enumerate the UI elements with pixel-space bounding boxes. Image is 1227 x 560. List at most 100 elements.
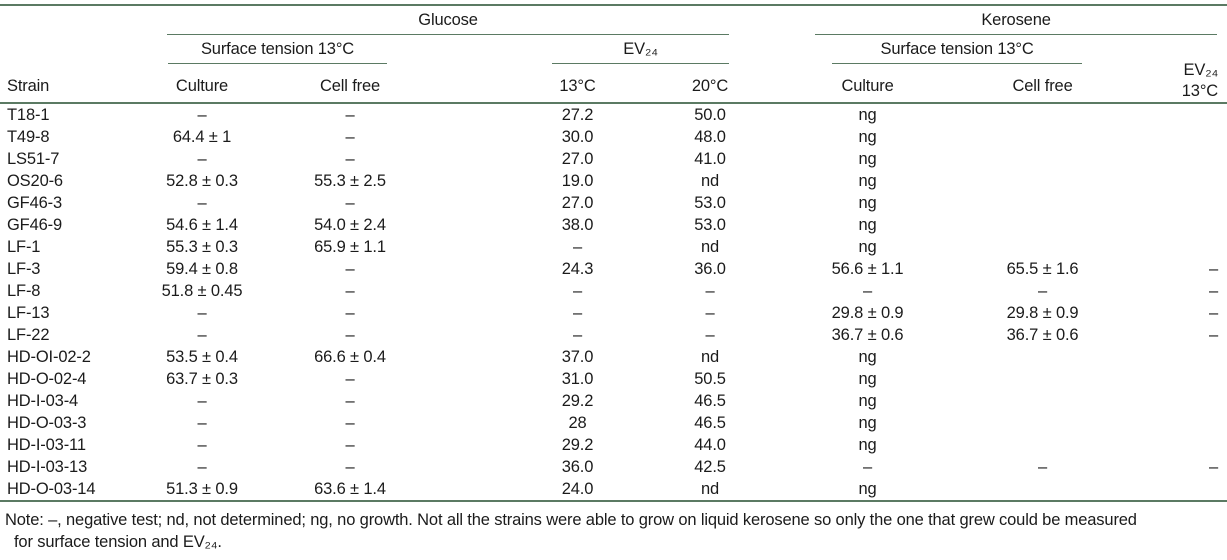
cell-glucose_ev24_13c: 37.0 [561,348,594,366]
cell-glucose_cell_free: 65.9 ± 1.1 [314,238,386,256]
cell-strain: LF-22 [7,326,50,344]
cell-strain: GF46-3 [7,194,63,212]
cell-kerosene_culture: ng [858,128,877,146]
cell-glucose_cell_free: – [345,370,355,388]
cell-strain: OS20-6 [7,172,63,190]
kerosene-surface-tension-label: Surface tension 13°C [832,39,1083,64]
table-header: Glucose Kerosene Surface tension 13°C EV… [0,5,1227,104]
cell-kerosene_culture: ng [858,414,877,432]
cell-glucose_ev24_13c: 24.0 [450,478,645,502]
cell-kerosene_cell_free: 29.8 ± 0.9 [1006,304,1079,322]
cell-kerosene_cell_free [935,103,1095,126]
glucose-surface-tension-label: Surface tension 13°C [168,39,387,64]
table-row: GF46-9 54.6 ± 1.4 54.0 ± 2.4 38.0 53.0 ng [0,214,1227,236]
cell-glucose_ev24_13c: 24.3 [561,260,594,278]
cell-glucose_ev24_20c: 46.5 [694,392,726,410]
table-row: HD-I-03-4 – – 29.2 46.5 ng [0,390,1227,412]
cell-glucose_ev24_20c: 48.0 [694,128,726,146]
cell-strain: LF-3 [7,260,41,278]
cell-strain: LF-13 [7,304,50,322]
table-body: T18-1 – – 27.2 50.0 ng T49-8 64.4 ± 1 – 30.0 48.0 n… [0,103,1227,502]
table-row: LF-3 59.4 ± 0.8 – 24.3 36.0 56.6 ± 1.1 65.5 ± … [0,258,1227,280]
column-header-glucose-culture: Culture [150,64,270,104]
cell-kerosene_ev24_13c: – [1209,260,1219,278]
group-header-row: Glucose Kerosene [0,5,1227,35]
cell-strain: HD-O-02-4 [7,370,87,388]
cell-kerosene_culture: ng [858,106,877,124]
cell-glucose_cell_free: – [345,326,355,344]
subgroup-kerosene-surface-tension: Surface tension 13°C [745,35,1095,64]
cell-kerosene_culture: 29.8 ± 0.9 [831,304,904,322]
cell-glucose_culture: – [197,414,207,432]
cell-kerosene_cell_free [935,214,1095,236]
table-row: HD-O-03-3 – – 28 46.5 ng [0,412,1227,434]
cell-glucose_cell_free: – [345,392,355,410]
cell-glucose_ev24_13c: 29.2 [561,392,594,410]
cell-kerosene_cell_free: 65.5 ± 1.6 [1006,260,1079,278]
cell-glucose_ev24_20c: nd [645,478,746,502]
table-row: LF-1 55.3 ± 0.3 65.9 ± 1.1 – nd ng [0,236,1227,258]
cell-glucose_ev24_20c: 53.0 [694,194,726,212]
cell-glucose_cell_free: – [345,128,355,146]
cell-kerosene_culture: – [863,458,873,476]
header-spacer [0,35,150,64]
cell-kerosene_culture: ng [858,436,877,454]
cell-glucose_cell_free: – [345,458,355,476]
cell-glucose_ev24_13c: 38.0 [561,216,594,234]
cell-kerosene_ev24_13c [1095,412,1227,434]
cell-kerosene_culture: ng [858,172,877,190]
cell-kerosene_ev24_13c [1095,170,1227,192]
cell-glucose_culture: – [197,458,207,476]
cell-glucose_culture: 55.3 ± 0.3 [166,238,238,256]
cell-glucose_ev24_13c: 27.2 [561,106,594,124]
cell-kerosene_cell_free [935,346,1095,368]
cell-kerosene_cell_free: – [1038,458,1048,476]
table-row: OS20-6 52.8 ± 0.3 55.3 ± 2.5 19.0 nd ng [0,170,1227,192]
cell-glucose_culture: 52.8 ± 0.3 [166,172,238,190]
cell-strain: HD-O-03-3 [7,414,87,432]
group-header-kerosene: Kerosene [745,5,1227,35]
cell-glucose_cell_free: 54.0 ± 2.4 [314,216,386,234]
note-line-1: Note: –, negative test; nd, not determin… [5,511,1137,529]
kerosene-group-label: Kerosene [815,10,1218,35]
cell-glucose_culture: 51.8 ± 0.45 [161,282,243,300]
cell-glucose_ev24_20c: 46.5 [694,414,726,432]
cell-kerosene_culture: – [863,282,873,300]
cell-kerosene_ev24_13c [1095,126,1227,148]
cell-glucose_cell_free: – [345,150,355,168]
cell-kerosene_ev24_13c [1095,148,1227,170]
cell-glucose_ev24_20c: 44.0 [694,436,726,454]
cell-glucose_ev24_20c: 50.0 [694,106,726,124]
cell-kerosene_ev24_13c [1095,434,1227,456]
cell-glucose_cell_free: – [345,260,355,278]
table-row: T18-1 – – 27.2 50.0 ng [0,103,1227,126]
cell-glucose_cell_free: 66.6 ± 0.4 [314,348,386,366]
cell-kerosene_ev24_13c [1095,192,1227,214]
cell-kerosene_ev24_13c: – [1209,304,1219,322]
cell-glucose_ev24_20c: nd [700,238,720,256]
header-spacer [0,5,150,35]
cell-glucose_ev24_13c: 27.0 [561,194,594,212]
cell-kerosene_ev24_13c [1095,390,1227,412]
kerosene-ev24-label: EV₂₄ [1183,61,1219,79]
cell-strain: HD-O-03-14 [0,478,150,502]
table-row: GF46-3 – – 27.0 53.0 ng [0,192,1227,214]
cell-glucose_ev24_20c: 36.0 [694,260,726,278]
subgroup-glucose-surface-tension: Surface tension 13°C [150,35,450,64]
cell-glucose_ev24_13c: 30.0 [561,128,594,146]
cell-glucose_cell_free: – [345,106,355,124]
cell-glucose_ev24_13c: 27.0 [561,150,594,168]
cell-kerosene_culture: ng [858,348,877,366]
cell-glucose_ev24_13c: 19.0 [561,172,594,190]
cell-kerosene_culture: ng [745,478,936,502]
cell-strain: HD-I-03-11 [7,436,86,454]
cell-glucose_culture: 64.4 ± 1 [172,128,232,146]
cell-strain: LS51-7 [7,150,60,168]
cell-glucose_cell_free: – [345,414,355,432]
cell-strain: HD-I-03-13 [7,458,88,476]
column-header-kerosene-culture: Culture [745,64,936,104]
cell-kerosene_culture: ng [858,238,877,256]
cell-glucose_ev24_20c: 50.5 [694,370,726,388]
cell-glucose_cell_free: – [345,436,355,454]
table-row: HD-I-03-11 – – 29.2 44.0 ng [0,434,1227,456]
